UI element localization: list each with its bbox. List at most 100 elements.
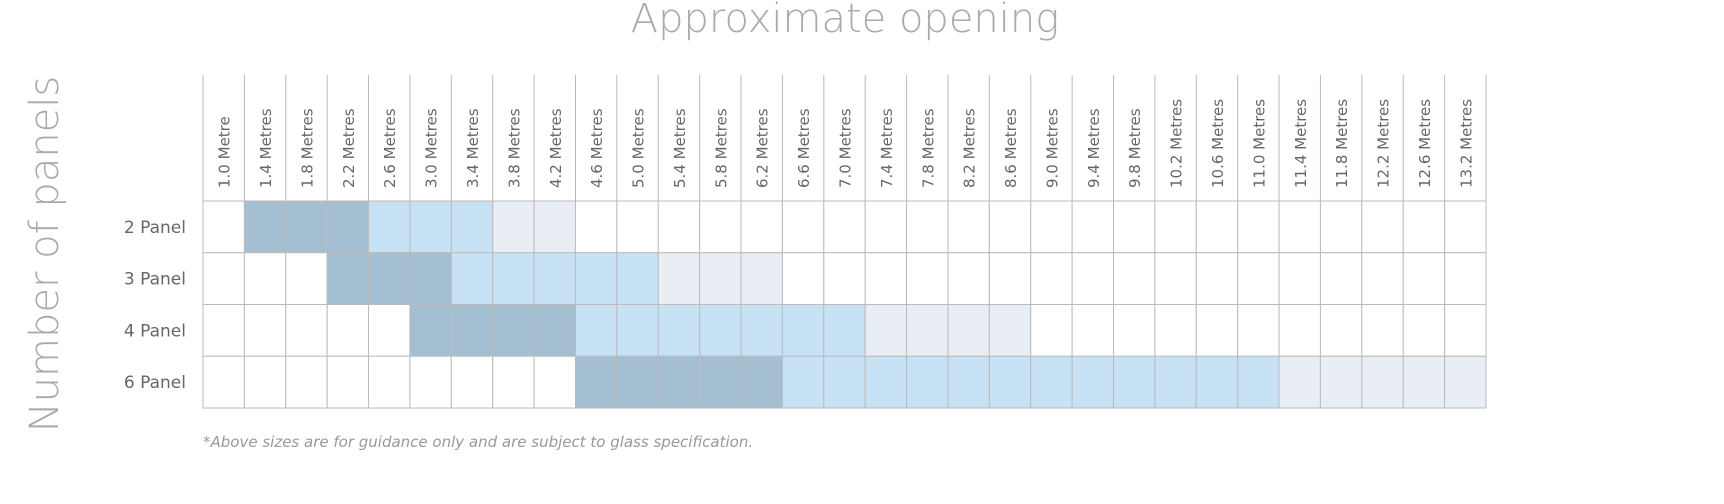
cell bbox=[1319, 355, 1363, 409]
cell bbox=[326, 252, 370, 305]
cell bbox=[368, 304, 411, 357]
column-label: 11.8 Metres bbox=[1333, 99, 1351, 188]
cell bbox=[1361, 200, 1404, 254]
cell bbox=[492, 355, 535, 409]
cell bbox=[1361, 252, 1404, 305]
cell bbox=[409, 200, 452, 254]
row-label: 4 Panel bbox=[124, 321, 186, 341]
cell bbox=[1278, 304, 1321, 357]
cell bbox=[1113, 355, 1156, 409]
cell bbox=[1444, 304, 1487, 357]
cell bbox=[657, 252, 701, 305]
cell bbox=[285, 200, 328, 254]
cell bbox=[450, 200, 494, 254]
cell bbox=[657, 200, 701, 254]
cell bbox=[864, 304, 908, 357]
cell bbox=[533, 200, 576, 254]
cell bbox=[492, 304, 535, 357]
column-label: 9.0 Metres bbox=[1043, 108, 1061, 188]
cell bbox=[1113, 304, 1156, 357]
cell bbox=[1319, 304, 1363, 357]
column-label: 8.2 Metres bbox=[961, 108, 979, 188]
cell bbox=[1071, 252, 1115, 305]
cell bbox=[1195, 304, 1239, 357]
cell bbox=[409, 355, 452, 409]
column-label: 10.6 Metres bbox=[1209, 99, 1227, 188]
cell bbox=[1278, 252, 1321, 305]
cell bbox=[823, 355, 866, 409]
cell bbox=[1361, 355, 1404, 409]
cell bbox=[906, 355, 949, 409]
cell bbox=[202, 252, 245, 305]
cell bbox=[574, 355, 618, 409]
cell bbox=[1444, 200, 1487, 254]
cell bbox=[864, 252, 908, 305]
title: Approximate opening bbox=[631, 0, 1060, 42]
cell bbox=[740, 304, 783, 357]
footnote: *Above sizes are for guidance only and a… bbox=[203, 433, 753, 451]
cell bbox=[699, 355, 742, 409]
cell bbox=[781, 200, 825, 254]
cell bbox=[1030, 355, 1073, 409]
cell bbox=[823, 200, 866, 254]
cell bbox=[906, 252, 949, 305]
cell bbox=[947, 252, 990, 305]
column-label: 9.4 Metres bbox=[1085, 108, 1103, 188]
cell bbox=[1113, 200, 1156, 254]
cell bbox=[657, 304, 701, 357]
cell bbox=[202, 304, 245, 357]
cell bbox=[616, 355, 659, 409]
cell bbox=[1195, 252, 1239, 305]
column-label: 10.2 Metres bbox=[1168, 99, 1186, 188]
cell bbox=[864, 200, 908, 254]
cell bbox=[1402, 304, 1446, 357]
cell bbox=[1030, 200, 1073, 254]
cell bbox=[492, 200, 535, 254]
cell bbox=[823, 252, 866, 305]
cell bbox=[947, 304, 990, 357]
cell bbox=[740, 355, 783, 409]
column-label: 3.8 Metres bbox=[505, 108, 523, 188]
cell bbox=[1030, 304, 1073, 357]
column-label: 4.6 Metres bbox=[588, 108, 606, 188]
cell bbox=[285, 355, 328, 409]
cell bbox=[1071, 200, 1115, 254]
column-label: 12.6 Metres bbox=[1416, 99, 1434, 188]
cell bbox=[616, 200, 659, 254]
cell bbox=[699, 252, 742, 305]
cell bbox=[285, 252, 328, 305]
cell bbox=[616, 304, 659, 357]
cell bbox=[1237, 200, 1280, 254]
column-label: 6.2 Metres bbox=[754, 108, 772, 188]
column-label: 11.0 Metres bbox=[1250, 99, 1268, 188]
cell bbox=[409, 252, 452, 305]
column-label: 4.2 Metres bbox=[547, 108, 565, 188]
column-label: 8.6 Metres bbox=[1002, 108, 1020, 188]
cell bbox=[368, 200, 411, 254]
cell bbox=[368, 355, 411, 409]
cell bbox=[906, 200, 949, 254]
column-label: 9.8 Metres bbox=[1126, 108, 1144, 188]
cell bbox=[1361, 304, 1404, 357]
cell bbox=[409, 304, 452, 357]
cell bbox=[699, 304, 742, 357]
cell bbox=[243, 304, 287, 357]
column-label: 11.4 Metres bbox=[1292, 99, 1310, 188]
cell bbox=[781, 304, 825, 357]
cell bbox=[1319, 252, 1363, 305]
column-label: 1.0 Metre bbox=[216, 116, 234, 188]
cell bbox=[1154, 200, 1197, 254]
cell bbox=[657, 355, 701, 409]
column-label: 2.2 Metres bbox=[340, 108, 358, 188]
cell bbox=[492, 252, 535, 305]
column-label: 3.4 Metres bbox=[464, 108, 482, 188]
cell bbox=[1195, 200, 1239, 254]
column-label: 12.2 Metres bbox=[1375, 99, 1393, 188]
cell bbox=[326, 304, 370, 357]
column-label: 13.2 Metres bbox=[1457, 99, 1475, 188]
cell bbox=[243, 355, 287, 409]
cell bbox=[1444, 355, 1487, 409]
cell bbox=[1402, 200, 1446, 254]
